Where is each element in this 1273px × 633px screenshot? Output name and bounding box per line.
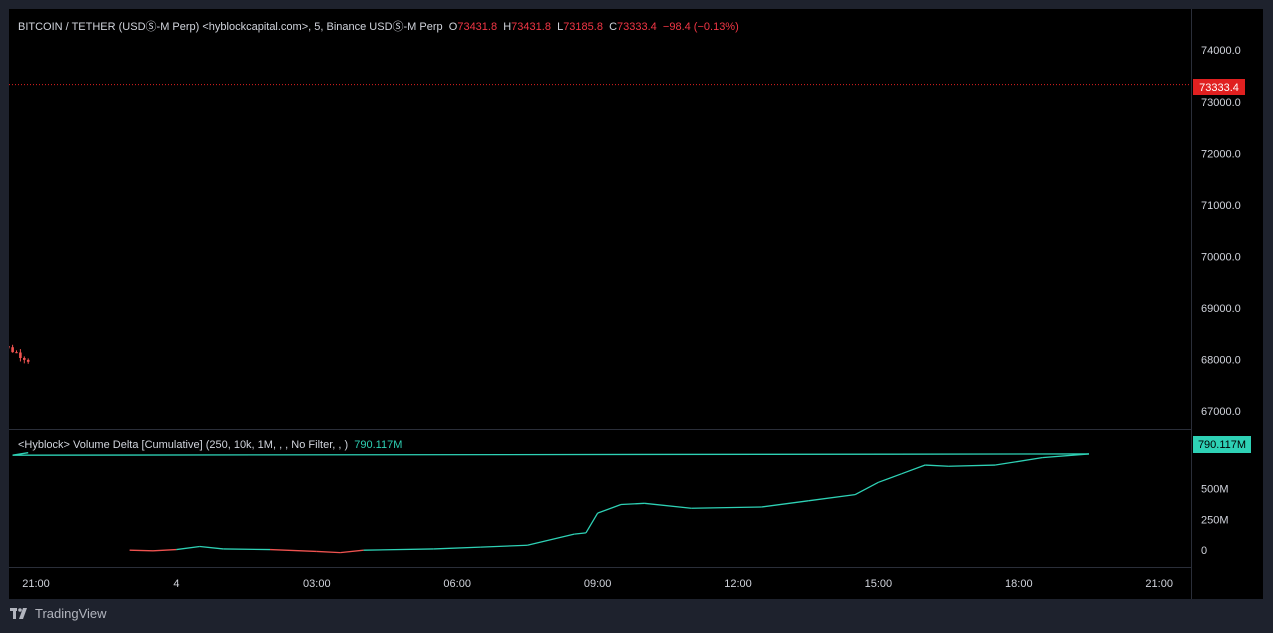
candle [9,346,10,350]
time-axis: 21:00 4 03:00 06:00 09:00 12:00 15:00 18:00 21:0… [22,578,1173,590]
cvd-segment [12,452,29,456]
price-tick-label: 72000.0 [1201,148,1241,160]
candle [11,344,14,353]
cvd-segment [199,545,224,550]
indicator-header[interactable]: <Hyblock> Volume Delta [Cumulative] (250… [18,439,402,451]
cvd-segment [691,506,762,509]
tradingview-logo[interactable]: TradingView [10,606,107,621]
open-label: O [448,21,458,33]
candle [26,358,30,364]
cvd-segment [340,549,364,554]
time-tick-label: 03:00 [303,578,331,590]
last-price-tag-bg [1193,79,1245,95]
time-tick-label: 12:00 [724,578,752,590]
cvd-segment [948,464,996,467]
time-tick-label: 06:00 [443,578,471,590]
price-tick-label: 71000.0 [1201,200,1241,212]
cvd-segment [761,500,809,508]
cvd-segment [620,502,645,506]
cvd-segment [854,481,879,496]
change-value: −98.4 (−0.13%) [662,21,739,33]
chart-canvas[interactable]: 74000.0 73000.0 72000.0 71000.0 70000.0 69000… [9,9,1263,599]
time-tick-label: 09:00 [584,578,612,590]
delta-value-tag-bg [1193,436,1251,453]
price-tick-label: 74000.0 [1201,45,1241,57]
price-tick-label: 67000.0 [1201,406,1241,418]
cvd-segment [480,544,528,548]
time-tick-label: 21:00 [1145,578,1173,590]
cvd-segment [574,532,586,535]
price-axis: 74000.0 73000.0 72000.0 71000.0 70000.0 69000… [1201,45,1241,418]
indicator-value: 790.117M [354,439,403,451]
symbol-title: BITCOIN / TETHER (USDⓈ-M Perp) <hyblockc… [18,21,443,33]
time-tick-label: 15:00 [865,578,893,590]
cvd-segment [878,473,903,483]
delta-tick-label: 500M [1201,483,1229,495]
high-value: 73431.8 [511,21,551,33]
delta-value-tag: 790.117M [1193,436,1251,453]
last-price-tag-text: 73333.4 [1199,82,1239,94]
cvd-segment [152,548,177,552]
time-tick-label: 4 [173,578,179,590]
candle [19,349,22,362]
price-tick-label: 73000.0 [1201,97,1241,109]
close-value: 73333.4 [617,21,657,33]
cvd-segment [316,550,341,554]
price-tick-label: 70000.0 [1201,251,1241,263]
low-label: L [557,21,564,33]
tradingview-icon [10,607,27,619]
chart-frame[interactable]: 74000.0 73000.0 72000.0 71000.0 70000.0 69000… [9,9,1263,599]
close-label: C [609,21,618,33]
time-tick-label: 21:00 [22,578,50,590]
cvd-segment [433,546,481,550]
cvd-segment [925,464,949,467]
delta-tick-label: 250M [1201,514,1229,526]
last-price-tag: 73333.4 [1193,79,1245,95]
candle [23,356,26,364]
open-value: 73431.8 [457,21,498,33]
cvd-segment [363,548,434,551]
price-tick-label: 69000.0 [1201,303,1241,315]
cvd-segment [644,502,692,509]
time-tick-label: 18:00 [1005,578,1033,590]
price-tick-label: 68000.0 [1201,354,1241,366]
cvd-segment [269,548,317,553]
high-label: H [503,21,512,33]
delta-axis: 0 250M 500M [1201,483,1229,557]
delta-tick-label: 0 [1201,545,1207,557]
symbol-header[interactable]: BITCOIN / TETHER (USDⓈ-M Perp) <hyblockc… [18,18,739,34]
cvd-segment [176,545,200,551]
cvd-segment [808,494,856,502]
indicator-title: <Hyblock> Volume Delta [Cumulative] (250… [18,439,349,451]
cvd-segment [12,453,1090,456]
candle [15,350,18,354]
delta-value-tag-text: 790.117M [1198,439,1246,451]
low-value: 73185.8 [563,21,603,33]
cvd-segment [995,456,1043,466]
cvd-segment [901,464,926,475]
cvd-segment [597,503,622,514]
cvd-segment [585,512,599,534]
cvd-segment [223,548,271,551]
cvd-segment [129,549,154,552]
candle-group [9,344,30,364]
tradingview-label: TradingView [35,606,107,621]
cvd-line-group [12,452,1090,554]
cvd-segment [527,533,575,546]
